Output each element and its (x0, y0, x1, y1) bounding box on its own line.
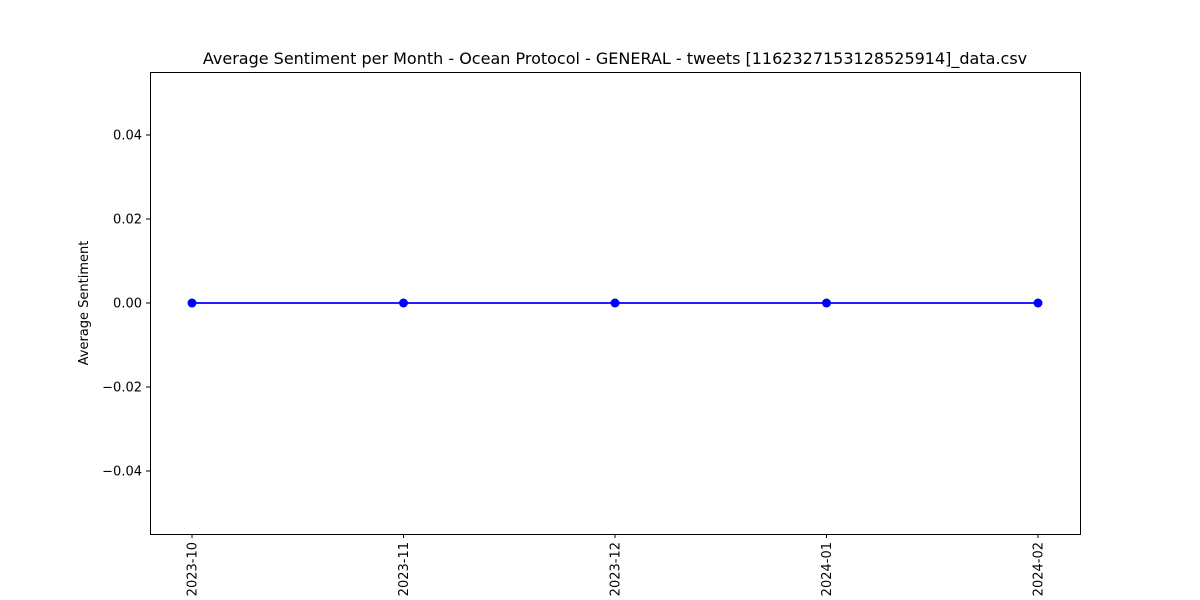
x-axis-ticks: 2023-10 2023-11 2023-12 2024-01 2024-02 (186, 534, 1047, 596)
y-axis-ticks: −0.04 −0.02 0.00 0.02 0.04 (102, 129, 150, 480)
y-tick-label: −0.02 (102, 381, 142, 396)
data-point (610, 298, 620, 308)
y-tick-label: 0.04 (113, 129, 142, 144)
x-tick-label: 2023-10 (186, 542, 201, 596)
y-tick-label: 0.00 (113, 297, 142, 312)
x-tick-label: 2024-01 (820, 542, 835, 596)
x-tick-label: 2023-12 (609, 542, 624, 596)
chart-title: Average Sentiment per Month - Ocean Prot… (203, 49, 1027, 69)
data-point (399, 298, 408, 308)
y-axis-label: Average Sentiment (77, 241, 92, 366)
data-point (187, 298, 197, 308)
y-tick-label: 0.02 (113, 213, 142, 228)
series-layer (187, 298, 1043, 308)
x-tick-label: 2024-02 (1032, 542, 1047, 596)
data-point (1033, 298, 1043, 308)
data-point (822, 298, 831, 308)
y-tick-label: −0.04 (102, 465, 142, 480)
x-tick-label: 2023-11 (397, 542, 412, 596)
